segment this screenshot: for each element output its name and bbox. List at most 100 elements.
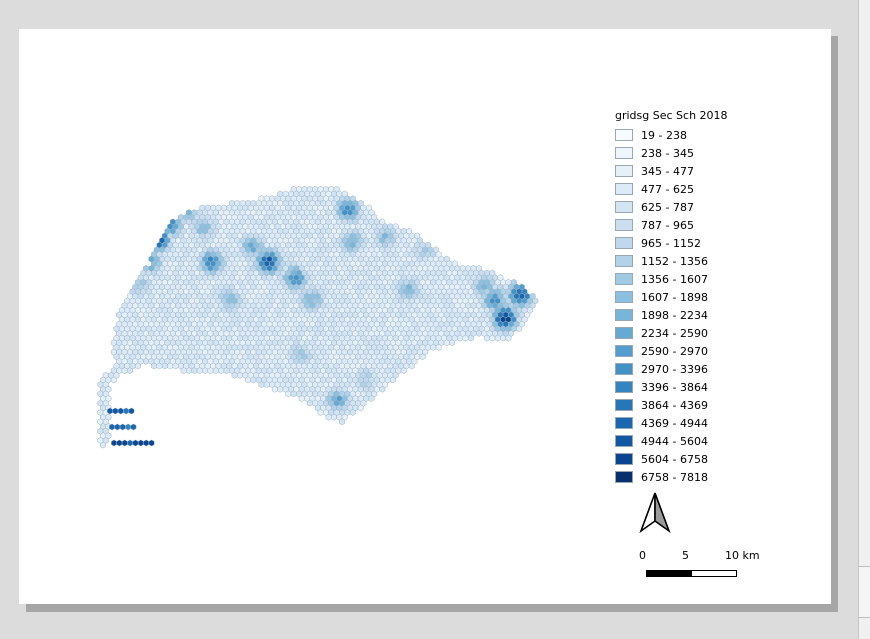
legend-swatch (615, 255, 633, 267)
hex-cell (298, 395, 305, 402)
hex-cell (151, 362, 157, 370)
hex-cell (130, 423, 137, 431)
hex-cell (467, 334, 474, 342)
window-right-edge (858, 0, 870, 639)
legend-label: 4369 - 4944 (641, 416, 708, 430)
hex-cell (449, 339, 455, 347)
hex-cell (258, 381, 265, 388)
hex-cell (156, 362, 163, 370)
legend-label: 1898 - 2234 (641, 308, 708, 322)
scale-segment-black (646, 570, 691, 577)
north-arrow-icon (639, 492, 671, 534)
legend-label: 3396 - 3864 (641, 380, 708, 394)
hex-cell (516, 325, 523, 333)
legend-item: 345 - 477 (615, 162, 728, 180)
map-frame[interactable] (19, 29, 831, 604)
hex-cell (196, 367, 203, 375)
legend-label: 345 - 477 (641, 164, 694, 178)
hex-cell (161, 362, 168, 370)
hex-grid-layer (97, 185, 539, 449)
legend-swatch (615, 381, 633, 393)
hex-cell (285, 390, 292, 398)
legend-swatch (615, 435, 633, 447)
legend-label: 787 - 965 (641, 218, 694, 232)
hex-cell (484, 334, 490, 342)
hex-cell (172, 362, 179, 370)
hex-cell (167, 362, 174, 370)
legend-label: 5604 - 6758 (641, 452, 708, 466)
legend-swatch (615, 129, 633, 141)
hex-cell (494, 334, 501, 342)
hex-cell (457, 334, 464, 342)
legend-swatch (615, 237, 633, 249)
hex-cell (505, 334, 512, 342)
legend-label: 965 - 1152 (641, 236, 701, 250)
legend-item: 1152 - 1356 (615, 252, 728, 270)
hex-cell (212, 367, 219, 375)
hex-cell (408, 362, 415, 370)
legend-item: 19 - 238 (615, 126, 728, 144)
hex-cell (379, 385, 386, 393)
hex-cell (123, 407, 130, 415)
legend-swatch (615, 165, 633, 177)
legend-swatch (615, 327, 633, 339)
hex-cell (121, 367, 128, 375)
legend-swatch (615, 147, 633, 159)
panel-splitter[interactable] (859, 566, 870, 618)
hex-cell (290, 390, 297, 398)
hex-cell (489, 334, 496, 342)
hex-cell (500, 334, 507, 342)
hex-cell (100, 441, 106, 449)
legend-swatch (615, 291, 633, 303)
hex-cell (245, 376, 251, 384)
legend-swatch (615, 453, 633, 465)
hex-cell (368, 395, 375, 402)
legend-label: 238 - 345 (641, 146, 694, 160)
map-legend: gridsg Sec Sch 2018 19 - 238 238 - 345 345… (615, 109, 728, 486)
legend-item: 965 - 1152 (615, 234, 728, 252)
hex-cell (400, 367, 407, 375)
legend-item: 2970 - 3396 (615, 360, 728, 378)
legend-item: 1898 - 2234 (615, 306, 728, 324)
legend-item: 238 - 345 (615, 144, 728, 162)
hex-cell (110, 376, 117, 384)
hex-cell (186, 367, 192, 375)
legend-swatch (615, 219, 633, 231)
legend-label: 1356 - 1607 (641, 272, 708, 286)
legend-item: 6758 - 7818 (615, 468, 728, 486)
hex-cell (462, 334, 469, 342)
hex-cell (125, 423, 132, 431)
legend-item: 3396 - 3864 (615, 378, 728, 396)
hex-cell (107, 407, 113, 415)
legend-item: 1607 - 1898 (615, 288, 728, 306)
legend-label: 1152 - 1356 (641, 254, 708, 268)
scale-bar: 0 5 10 km (639, 549, 760, 583)
hex-cell (419, 353, 426, 361)
legend-swatch (615, 471, 633, 483)
legend-title: gridsg Sec Sch 2018 (615, 109, 728, 122)
legend-label: 2970 - 3396 (641, 362, 708, 376)
legend-label: 19 - 238 (641, 128, 687, 142)
hex-cell (116, 439, 123, 447)
hex-cell (435, 344, 442, 351)
hex-cell (114, 423, 121, 431)
hex-cell (357, 404, 364, 412)
hex-cell (218, 367, 225, 375)
hex-cell (135, 362, 141, 370)
hex-cell (430, 344, 437, 351)
hex-cell (119, 423, 126, 431)
hex-cell (263, 381, 270, 388)
hex-cell (277, 385, 284, 393)
hex-cell (111, 439, 117, 447)
hex-cell (250, 376, 257, 384)
hex-cell (112, 407, 119, 415)
hex-cell (132, 439, 139, 447)
legend-item: 2234 - 2590 (615, 324, 728, 342)
hex-cell (223, 367, 230, 375)
hex-cell (148, 439, 155, 447)
legend-label: 2590 - 2970 (641, 344, 708, 358)
hex-cell (271, 385, 278, 393)
hex-cell (117, 407, 124, 415)
legend-swatch (615, 399, 633, 411)
legend-swatch (615, 363, 633, 375)
